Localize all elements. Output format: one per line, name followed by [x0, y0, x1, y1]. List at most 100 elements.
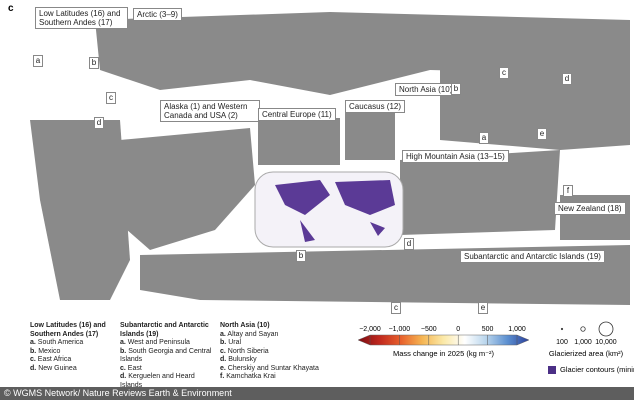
- region-label: North Asia (10): [395, 83, 457, 96]
- inset-letter: c: [106, 92, 116, 104]
- legend-item: a. Altay and Sayan: [220, 331, 350, 340]
- legend-item: c. East: [120, 365, 215, 374]
- panel-label: c: [8, 3, 14, 14]
- item-text: East Africa: [37, 356, 72, 363]
- legend-item: d. Bulunsky: [220, 356, 350, 365]
- legend-item: b. Ural: [220, 339, 350, 348]
- size-circle: [580, 326, 586, 332]
- item-letter: b.: [30, 347, 37, 355]
- legend-group-title: Low Latitudes (16) and Southern Andes (1…: [30, 322, 106, 338]
- item-text: Bulunsky: [228, 356, 257, 363]
- item-letter: c.: [30, 356, 36, 363]
- colorbar-tick-label: −1,000: [389, 326, 411, 333]
- arctic-panel: [95, 12, 630, 95]
- inset-letter: b: [89, 57, 99, 69]
- inset-letter: e: [478, 302, 488, 314]
- legend-item: e. Cherskiy and Suntar Khayata: [220, 365, 350, 374]
- item-text: South America: [37, 339, 84, 346]
- inset-letter: f: [563, 185, 573, 197]
- europe-panel: [258, 118, 340, 165]
- legend-item: b. Mexico: [30, 348, 112, 357]
- item-text: New Guinea: [38, 364, 77, 372]
- inset-letter: b: [296, 250, 306, 262]
- item-letter: b.: [120, 347, 127, 355]
- item-text: Ural: [228, 339, 242, 346]
- legend-item: c. East Africa: [30, 356, 112, 365]
- item-text: Cherskiy and Suntar Khayata: [227, 364, 319, 372]
- colorbar: −2,000 −1,000 −500 0 500 1,000 Mass change in …: [357, 326, 530, 358]
- alaska-panel: [110, 128, 255, 250]
- item-text: West and Peninsula: [127, 339, 190, 346]
- region-label: Low Latitudes (16) and Southern Andes (1…: [35, 7, 128, 29]
- item-text: Kamchatka Krai: [226, 373, 276, 380]
- item-letter: e.: [220, 364, 226, 372]
- legend-item: a. West and Peninsula: [120, 339, 215, 348]
- colorbar-tick-label: 0: [456, 326, 460, 333]
- colorbar-tick-label: −2,000: [359, 326, 381, 333]
- item-text: North Siberia: [227, 347, 269, 355]
- item-text: Kerguelen and Heard Islands: [120, 373, 195, 389]
- legend-group-title: North Asia (10): [220, 322, 270, 329]
- inset-letter: a: [479, 132, 489, 144]
- legend-group: North Asia (10) a. Altay and Sayan b. Ural…: [220, 322, 350, 382]
- item-letter: a.: [120, 339, 126, 346]
- legend-item: d. New Guinea: [30, 365, 112, 374]
- colorbar-bar: [357, 334, 530, 346]
- size-legend: 100 1,000 10,000 Glacierized area (km²) Glac…: [548, 321, 634, 374]
- size-circle: [598, 321, 614, 337]
- region-label: Caucasus (12): [345, 100, 406, 113]
- inset-letter: b: [451, 83, 461, 95]
- region-label: Central Europe (11): [258, 108, 336, 121]
- inset-letter: c: [391, 302, 401, 314]
- item-letter: c.: [120, 364, 126, 372]
- item-letter: f.: [220, 373, 225, 380]
- item-letter: d.: [220, 356, 227, 363]
- item-letter: b.: [220, 339, 227, 346]
- item-letter: a.: [220, 330, 226, 338]
- inset-letter: d: [404, 238, 414, 250]
- inset-letter: d: [94, 117, 104, 129]
- inset-letter: c: [499, 67, 509, 79]
- region-label: Alaska (1) and Western Canada and USA (2…: [160, 100, 260, 122]
- size-label: 10,000: [595, 339, 617, 346]
- legend-item: f. Kamchatka Krai: [220, 373, 350, 382]
- size-circle: [560, 327, 564, 331]
- region-label: New Zealand (18): [554, 202, 626, 215]
- item-text: Mexico: [38, 347, 61, 355]
- legend-item: d. Kerguelen and Heard Islands: [120, 373, 215, 390]
- inset-letter: e: [537, 128, 547, 140]
- contours-label: Glacier contours (minimap): [560, 365, 634, 374]
- inset-letter: d: [562, 73, 572, 85]
- hma-panel: [400, 150, 560, 235]
- colorbar-tick-label: 500: [482, 326, 494, 333]
- legend-group: Subantarctic and Antarctic Islands (19) a…: [120, 322, 215, 390]
- item-text: East: [127, 364, 142, 372]
- legend-group-title: Subantarctic and Antarctic Islands (19): [120, 322, 209, 338]
- contours-swatch: [548, 366, 556, 374]
- size-label: 1,000: [574, 339, 592, 346]
- legend-item: b. South Georgia and Central Islands: [120, 348, 215, 365]
- size-title: Glacierized area (km²): [549, 349, 624, 358]
- colorbar-title: Mass change in 2025 (kg m⁻²): [393, 349, 495, 358]
- inset-letter: a: [33, 55, 43, 67]
- item-text: South Georgia and Central Islands: [120, 347, 212, 364]
- legend-group: Low Latitudes (16) and Southern Andes (1…: [30, 322, 112, 373]
- item-text: Altay and Sayan: [227, 330, 279, 338]
- legend-item: c. North Siberia: [220, 348, 350, 357]
- region-label: High Mountain Asia (13–15): [402, 150, 509, 163]
- size-label: 100: [556, 339, 568, 346]
- north-asia-panel: [440, 70, 630, 150]
- item-letter: d.: [30, 364, 37, 372]
- andes-panel: [30, 120, 130, 300]
- region-label: Subantarctic and Antarctic Islands (19): [460, 250, 605, 263]
- item-letter: d.: [120, 373, 127, 380]
- minimap-land: [275, 180, 395, 242]
- credit: © WGMS Network/ Nature Reviews Earth & E…: [0, 387, 634, 400]
- caucasus-panel: [345, 110, 395, 160]
- colorbar-tick-label: 1,000: [508, 326, 526, 333]
- region-label: Arctic (3–9): [133, 8, 182, 21]
- item-letter: a.: [30, 339, 36, 346]
- item-letter: c.: [220, 347, 226, 355]
- legend-item: a. South America: [30, 339, 112, 348]
